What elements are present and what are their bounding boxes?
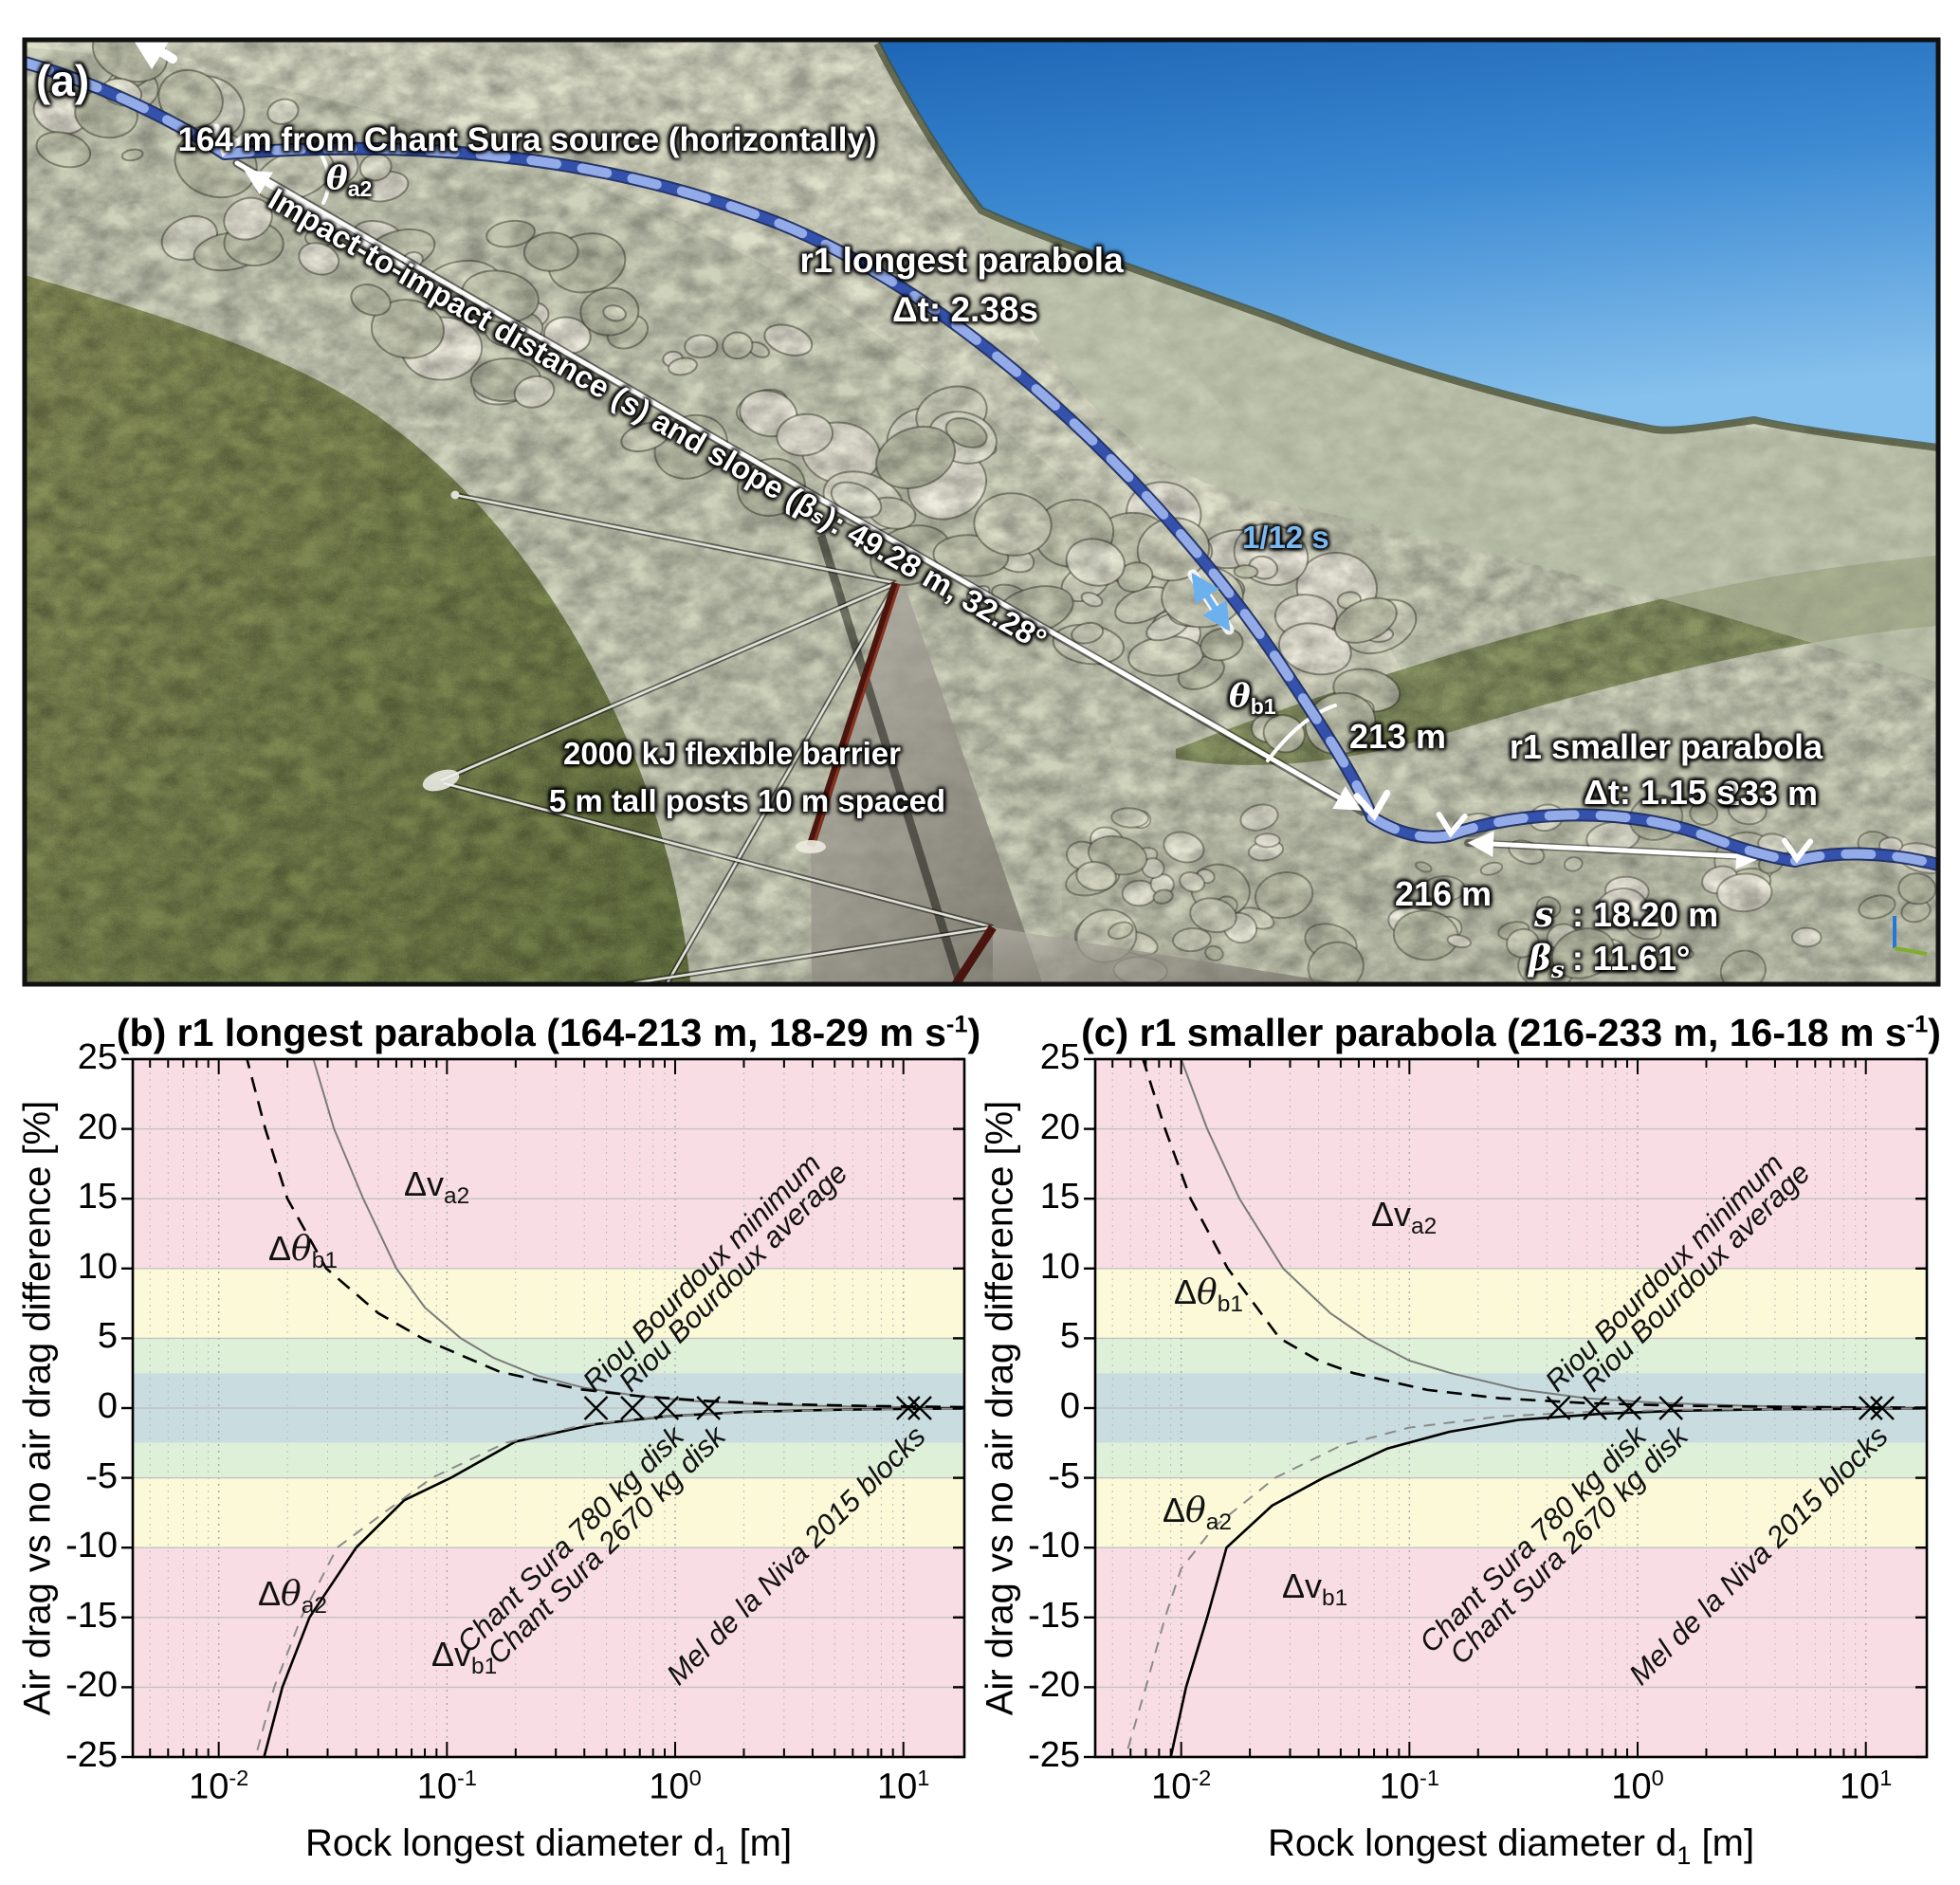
band — [1095, 1442, 1927, 1478]
band — [1095, 1338, 1927, 1374]
band — [1095, 1477, 1927, 1548]
panel-a-frame — [22, 37, 1941, 987]
flexible-barrier — [422, 490, 1346, 984]
chart-c — [1084, 1057, 1929, 1759]
measurement-lines — [128, 40, 1766, 869]
trajectory-time-dashes — [25, 58, 1938, 869]
data-marker-x — [583, 1396, 609, 1420]
theta-b1-arc — [1266, 704, 1337, 762]
distant-slope — [981, 210, 1938, 683]
trajectories — [25, 56, 1938, 871]
series-dv_a2 — [1180, 1059, 1927, 1409]
s-distance-arrow — [1467, 831, 1763, 869]
chart-b — [121, 1057, 966, 1759]
data-marker-x — [1583, 1396, 1607, 1420]
data-marker-x — [696, 1396, 722, 1420]
barrier-post-left — [806, 581, 901, 848]
data-marker-x — [654, 1396, 680, 1420]
impact-to-impact-line — [234, 160, 1362, 811]
anchor-point — [450, 490, 460, 500]
sky — [877, 40, 1938, 446]
data-marker-x — [620, 1396, 645, 1420]
band — [133, 1338, 964, 1374]
data-marker-x — [907, 1396, 932, 1420]
series-dv_b1 — [263, 1407, 964, 1757]
ridge-crest — [873, 42, 1938, 451]
barrier-cables — [439, 492, 994, 984]
band — [133, 1059, 964, 1269]
terrain-panel — [25, 40, 1938, 984]
data-marker-x — [1617, 1396, 1642, 1420]
series-dv_b1 — [1169, 1407, 1927, 1757]
data-marker-x — [1546, 1396, 1571, 1420]
theta-a2-arrow — [244, 170, 469, 308]
band — [1095, 1547, 1927, 1757]
band — [133, 1477, 964, 1548]
data-marker-x — [1658, 1396, 1684, 1420]
charts — [121, 1057, 1929, 1759]
data-marker-x — [1870, 1396, 1895, 1420]
series-dtheta_a2 — [254, 1407, 964, 1757]
series-dtheta_a2 — [1124, 1407, 1927, 1757]
data-marker-x — [895, 1396, 921, 1420]
band — [1095, 1059, 1927, 1269]
series-dtheta_b1 — [1141, 1059, 1927, 1409]
post-shadow — [816, 534, 964, 984]
axes-glyph — [1893, 916, 1928, 956]
band — [1095, 1268, 1927, 1339]
barrier-mesh-right — [993, 927, 1346, 984]
anchor-splash — [422, 769, 460, 792]
band — [133, 1268, 964, 1339]
barrier-post-left-highlight — [812, 583, 901, 846]
band — [133, 1547, 964, 1757]
theta-a2-arc — [318, 150, 331, 205]
post-base — [796, 840, 826, 853]
band — [133, 1442, 964, 1478]
data-marker-x — [1858, 1396, 1883, 1420]
barrier-post-right — [952, 924, 997, 984]
interval-arrow-blue — [1191, 572, 1231, 632]
